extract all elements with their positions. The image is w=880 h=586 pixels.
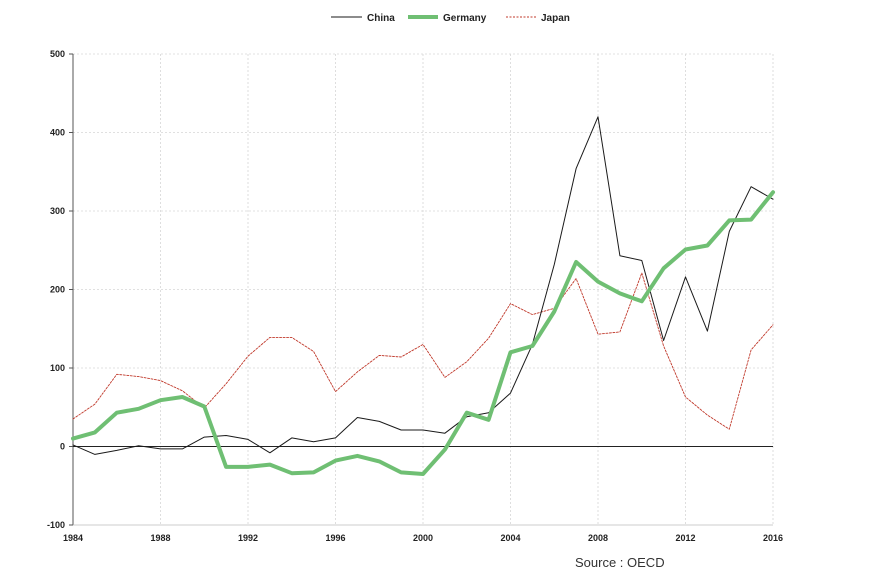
series-lines [71, 116, 775, 476]
legend-label-china: China [367, 13, 395, 24]
x-tick-label: 2008 [588, 533, 608, 543]
grid [73, 53, 774, 525]
legend-label-japan: Japan [541, 13, 570, 24]
x-tick-label: 1996 [325, 533, 345, 543]
x-tick-label: 2016 [763, 533, 783, 543]
legend-label-germany: Germany [443, 13, 487, 24]
axes [69, 53, 773, 526]
y-tick-label: 100 [50, 363, 65, 373]
y-tick-label: 400 [50, 128, 65, 138]
legend: China Germany Japan [331, 13, 570, 24]
x-tick-label: 1988 [150, 533, 170, 543]
source-note: Source : OECD [575, 555, 665, 570]
x-tick-label: 1984 [63, 533, 83, 543]
tick-labels: -100 0 100 200 300 400 500 1984 1988 1992 1996 2000… [47, 49, 783, 543]
series-line-japan [72, 272, 774, 430]
y-tick-label: 300 [50, 206, 65, 216]
y-tick-label: 0 [60, 442, 65, 452]
x-tick-label: 2000 [413, 533, 433, 543]
x-tick-label: 1992 [238, 533, 258, 543]
x-tick-label: 2004 [500, 533, 520, 543]
y-tick-label: 200 [50, 285, 65, 295]
series-line-germany [71, 190, 775, 476]
y-tick-label: 500 [50, 49, 65, 59]
series-line-china [72, 116, 774, 455]
x-tick-label: 2012 [675, 533, 695, 543]
y-tick-label: -100 [47, 520, 65, 530]
